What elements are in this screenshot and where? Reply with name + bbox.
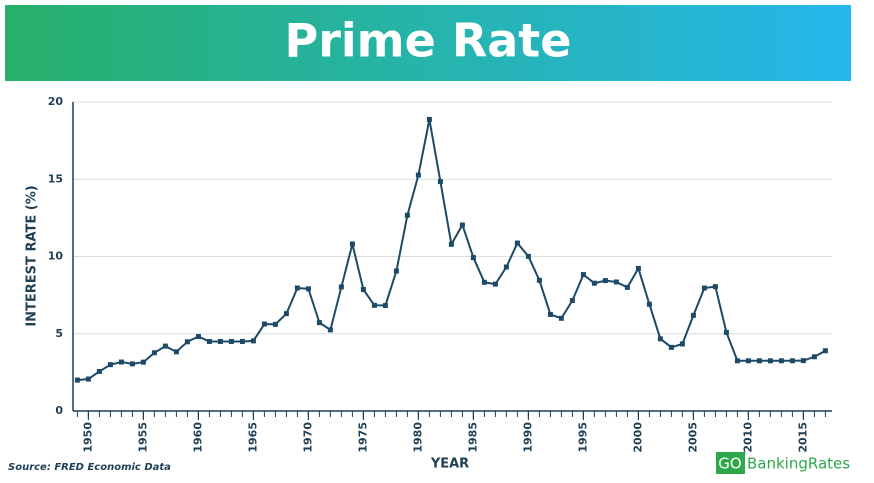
data-point xyxy=(602,278,608,284)
data-point xyxy=(173,349,179,355)
data-point xyxy=(613,279,619,285)
logo-go: GO xyxy=(718,455,741,473)
x-axis-label: YEAR xyxy=(430,457,469,472)
data-point xyxy=(459,222,465,228)
data-point xyxy=(536,277,542,283)
x-tick-label: 2005 xyxy=(686,422,699,453)
data-point xyxy=(811,354,817,360)
chart-title: Prime Rate xyxy=(285,14,572,68)
data-point xyxy=(778,358,784,364)
data-point xyxy=(250,338,256,344)
source: Source: FRED Economic Data xyxy=(8,462,171,473)
data-point xyxy=(657,336,663,342)
data-point xyxy=(789,358,795,364)
x-tick-label: 1985 xyxy=(466,422,479,453)
y-tick-label: 0 xyxy=(55,404,63,417)
data-point xyxy=(734,358,740,364)
x-tick-label: 2015 xyxy=(796,422,809,453)
logo-name: BankingRates xyxy=(747,455,850,473)
data-point xyxy=(118,359,124,365)
data-point xyxy=(558,315,564,321)
x-tick-label: 1980 xyxy=(411,422,424,453)
data-point xyxy=(107,362,113,368)
data-point xyxy=(690,312,696,318)
data-point xyxy=(206,338,212,344)
data-point xyxy=(217,338,223,344)
data-point xyxy=(492,281,498,287)
x-tick-label: 1995 xyxy=(576,422,589,453)
data-point xyxy=(701,285,707,291)
data-point xyxy=(129,361,135,367)
data-point xyxy=(745,358,751,364)
data-point xyxy=(646,301,652,307)
data-point xyxy=(767,358,773,364)
data-point xyxy=(624,284,630,290)
data-point xyxy=(360,287,366,293)
x-tick-label: 2010 xyxy=(741,422,754,453)
data-point xyxy=(272,321,278,327)
data-point xyxy=(503,264,509,270)
data-point xyxy=(723,329,729,335)
x-tick-label: 1950 xyxy=(81,422,94,453)
data-point xyxy=(800,358,806,364)
x-tick-label: 1970 xyxy=(301,422,314,453)
x-tick-label: 2000 xyxy=(631,422,644,453)
data-point xyxy=(679,341,685,347)
data-point xyxy=(426,116,432,122)
y-tick-label: 15 xyxy=(48,172,63,185)
data-point xyxy=(294,285,300,291)
data-point xyxy=(415,172,421,178)
data-point xyxy=(756,358,762,364)
x-tick-label: 1955 xyxy=(136,422,149,453)
data-point xyxy=(822,348,828,354)
data-point xyxy=(316,320,322,326)
data-point xyxy=(437,179,443,185)
data-point xyxy=(151,350,157,356)
data-point xyxy=(140,359,146,365)
x-tick-label: 1965 xyxy=(246,422,259,453)
y-tick-label: 10 xyxy=(48,250,64,263)
data-point xyxy=(228,338,234,344)
data-point xyxy=(74,377,80,383)
x-tick-label: 1990 xyxy=(521,422,534,453)
data-point xyxy=(470,255,476,261)
data-point xyxy=(668,344,674,350)
data-point xyxy=(547,311,553,317)
data-point xyxy=(184,339,190,345)
y-axis-label: INTEREST RATE (%) xyxy=(25,185,40,326)
data-point xyxy=(371,302,377,308)
data-point xyxy=(349,241,355,247)
data-point xyxy=(514,240,520,246)
data-point xyxy=(195,334,201,340)
data-point xyxy=(382,302,388,308)
x-tick-label: 1960 xyxy=(191,422,204,453)
data-point xyxy=(305,286,311,292)
data-point xyxy=(96,368,102,374)
data-point xyxy=(327,327,333,333)
data-point xyxy=(635,265,641,271)
data-point xyxy=(580,272,586,278)
data-point xyxy=(393,268,399,274)
data-point xyxy=(261,321,267,327)
data-point xyxy=(239,338,245,344)
y-tick-label: 5 xyxy=(55,327,63,340)
logo-box xyxy=(716,452,745,474)
data-point xyxy=(712,284,718,290)
data-point xyxy=(404,212,410,218)
y-tick-label: 20 xyxy=(48,95,64,108)
data-point xyxy=(591,280,597,286)
data-point xyxy=(85,376,91,382)
data-point xyxy=(338,284,344,290)
data-point xyxy=(448,241,454,247)
data-point xyxy=(525,253,531,259)
data-point xyxy=(162,343,168,349)
data-point xyxy=(481,279,487,285)
x-tick-label: 1975 xyxy=(356,422,369,453)
data-point xyxy=(569,298,575,304)
banner xyxy=(5,5,851,81)
data-point xyxy=(283,311,289,317)
